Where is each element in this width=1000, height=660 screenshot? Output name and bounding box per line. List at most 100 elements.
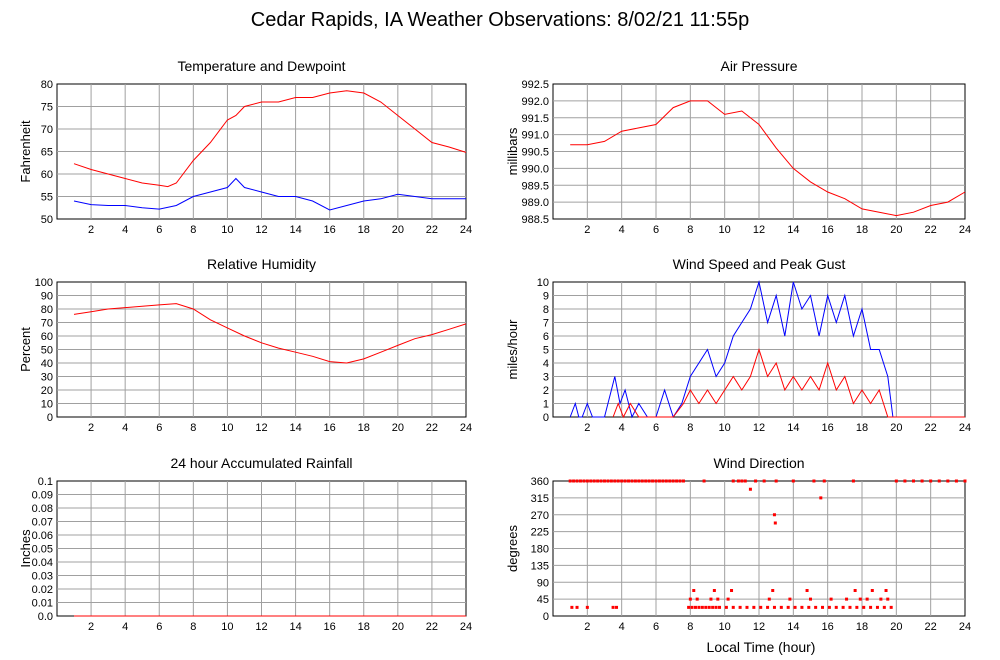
data-point <box>752 605 756 609</box>
chart-title: Temperature and Dewpoint <box>177 58 345 74</box>
chart-title: Relative Humidity <box>207 256 316 272</box>
x-tick-label: 6 <box>156 224 162 236</box>
data-point <box>869 605 873 609</box>
page-title: Cedar Rapids, IA Weather Observations: 8… <box>251 9 749 31</box>
data-point <box>572 479 576 483</box>
x-tick-label: 2 <box>88 621 94 633</box>
data-point <box>664 479 668 483</box>
y-tick-label: 65 <box>41 147 53 159</box>
data-point <box>772 513 776 517</box>
x-tick-label: 12 <box>255 621 267 633</box>
data-point <box>647 479 651 483</box>
data-point <box>711 605 715 609</box>
y-tick-label: 9 <box>543 291 549 303</box>
series-line-0 <box>570 100 966 217</box>
data-point <box>954 479 958 483</box>
x-tick-label: 12 <box>255 422 267 434</box>
y-axis-label: Fahrenheit <box>18 120 33 183</box>
data-point <box>822 479 826 483</box>
data-point <box>671 479 675 483</box>
data-point <box>730 589 734 592</box>
data-point <box>657 479 661 483</box>
x-tick-label: 18 <box>358 422 370 434</box>
data-point <box>736 479 740 483</box>
y-tick-label: 100 <box>35 277 53 289</box>
data-point <box>884 589 888 592</box>
data-point <box>821 605 825 609</box>
y-tick-label: 270 <box>531 510 549 522</box>
y-tick-label: 75 <box>41 102 53 114</box>
x-tick-label: 20 <box>392 621 404 633</box>
x-tick-label: 14 <box>289 224 301 236</box>
data-point <box>627 479 631 483</box>
data-point <box>726 597 730 601</box>
x-tick-label: 6 <box>156 422 162 434</box>
data-point <box>651 479 655 483</box>
data-point <box>718 605 722 609</box>
y-tick-label: 0.04 <box>32 557 53 569</box>
data-point <box>848 605 852 609</box>
y-tick-label: 0 <box>543 412 549 424</box>
data-point <box>661 479 665 483</box>
data-point <box>834 605 838 609</box>
data-point <box>687 605 691 609</box>
data-point <box>637 479 641 483</box>
y-tick-label: 0 <box>543 611 549 623</box>
data-point <box>889 605 893 609</box>
x-tick-label: 16 <box>324 422 336 434</box>
series-line-1 <box>73 177 466 211</box>
x-axis-label: Local Time (hour) <box>707 639 816 655</box>
y-tick-label: 990.0 <box>521 163 549 175</box>
data-point <box>589 479 593 483</box>
y-tick-label: 989.5 <box>521 180 549 192</box>
y-tick-label: 225 <box>531 527 549 539</box>
y-tick-label: 0.07 <box>32 517 53 529</box>
x-tick-label: 2 <box>88 224 94 236</box>
data-point <box>791 479 795 483</box>
data-point <box>771 589 775 592</box>
x-tick-label: 10 <box>719 621 731 633</box>
data-point <box>773 521 777 525</box>
data-point <box>814 605 818 609</box>
data-point <box>800 605 804 609</box>
x-tick-label: 24 <box>460 422 472 434</box>
data-point <box>678 479 682 483</box>
chart-title: Air Pressure <box>720 58 797 74</box>
series-line-0 <box>73 303 467 364</box>
data-point <box>853 589 857 592</box>
x-tick-label: 2 <box>584 422 590 434</box>
data-point <box>743 479 747 483</box>
y-tick-label: 70 <box>41 318 53 330</box>
data-point <box>809 597 812 601</box>
y-axis-label: degrees <box>505 525 520 572</box>
data-point <box>714 605 718 609</box>
data-point <box>894 479 898 483</box>
chart-title: Wind Direction <box>713 455 804 471</box>
data-point <box>731 479 735 483</box>
data-point <box>738 605 742 609</box>
x-tick-label: 16 <box>822 422 834 434</box>
data-point <box>623 479 627 483</box>
x-tick-label: 10 <box>221 224 233 236</box>
y-tick-label: 8 <box>543 304 549 316</box>
x-tick-label: 4 <box>122 422 128 434</box>
data-point <box>886 597 890 601</box>
x-tick-label: 2 <box>88 422 94 434</box>
data-point <box>690 605 694 609</box>
data-point <box>709 597 713 601</box>
data-point <box>575 479 579 483</box>
y-tick-label: 5 <box>543 345 549 357</box>
y-tick-label: 90 <box>537 577 549 589</box>
data-point <box>707 605 711 609</box>
data-point <box>697 605 701 609</box>
y-tick-label: 80 <box>41 304 53 316</box>
data-point <box>772 605 776 609</box>
data-point <box>740 479 744 483</box>
data-point <box>570 605 574 609</box>
data-point <box>963 479 967 483</box>
chart-title: Wind Speed and Peak Gust <box>673 256 846 272</box>
data-point <box>688 597 692 601</box>
